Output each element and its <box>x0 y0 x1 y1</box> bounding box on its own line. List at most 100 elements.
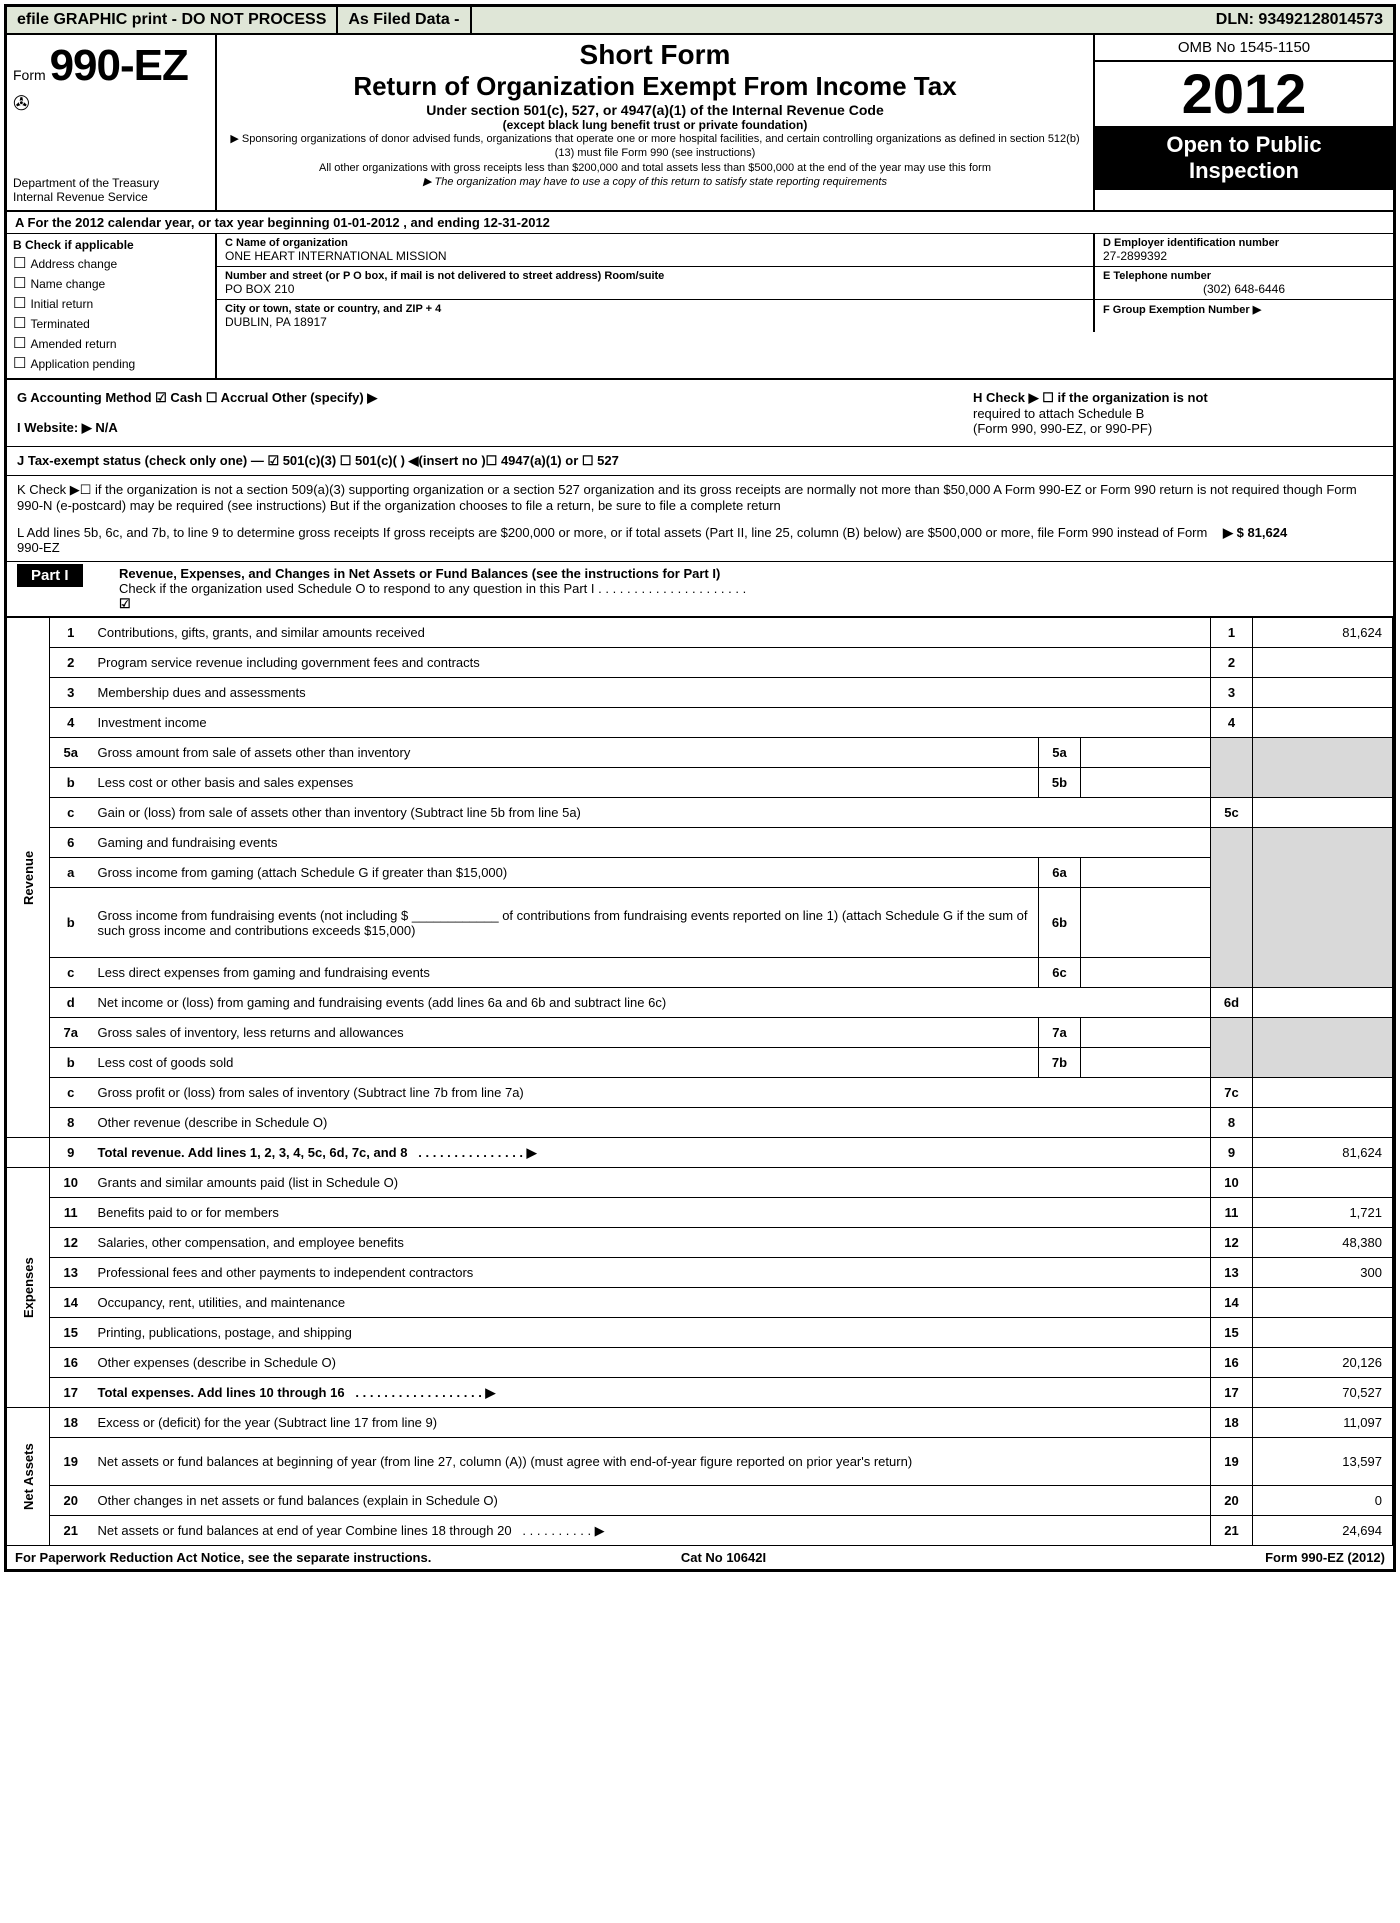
chk-amended[interactable]: Amended return <box>13 334 209 352</box>
l14-no: 14 <box>50 1288 92 1318</box>
topbar-left: efile GRAPHIC print - DO NOT PROCESS As … <box>7 7 472 33</box>
l14-desc: Occupancy, rent, utilities, and maintena… <box>92 1288 1211 1318</box>
shade-7v <box>1253 1018 1393 1078</box>
l7b-desc: Less cost of goods sold <box>92 1048 1039 1078</box>
footer: For Paperwork Reduction Act Notice, see … <box>7 1546 1393 1569</box>
l6b-subval <box>1081 888 1211 958</box>
org-addr: PO BOX 210 <box>225 282 1085 296</box>
open-public: Open to Public Inspection <box>1095 126 1393 190</box>
chk-pending[interactable]: Application pending <box>13 354 209 372</box>
dln-label: DLN: 93492128014573 <box>1206 7 1393 33</box>
part1-check-text: Check if the organization used Schedule … <box>119 581 746 596</box>
l6d-num: 6d <box>1211 988 1253 1018</box>
l5a-desc: Gross amount from sale of assets other t… <box>92 738 1039 768</box>
l5a-no: 5a <box>50 738 92 768</box>
l10-val <box>1253 1168 1393 1198</box>
h-line1: H Check ▶ ☐ if the organization is not <box>973 390 1383 406</box>
l12-num: 12 <box>1211 1228 1253 1258</box>
city-label: City or town, state or country, and ZIP … <box>225 303 1085 315</box>
l7c-no: c <box>50 1078 92 1108</box>
l12-no: 12 <box>50 1228 92 1258</box>
l5b-desc: Less cost or other basis and sales expen… <box>92 768 1039 798</box>
d-label: D Employer identification number <box>1103 237 1385 249</box>
l12-val: 48,380 <box>1253 1228 1393 1258</box>
header-center: Short Form Return of Organization Exempt… <box>217 35 1093 210</box>
chk-terminated[interactable]: Terminated <box>13 314 209 332</box>
l6d-val <box>1253 988 1393 1018</box>
l18-desc: Excess or (deficit) for the year (Subtra… <box>92 1408 1211 1438</box>
chk-initial-return[interactable]: Initial return <box>13 294 209 312</box>
l16-desc: Other expenses (describe in Schedule O) <box>92 1348 1211 1378</box>
ein: 27-2899392 <box>1103 249 1385 263</box>
l7c-val <box>1253 1078 1393 1108</box>
l13-no: 13 <box>50 1258 92 1288</box>
l7a-sub: 7a <box>1039 1018 1081 1048</box>
l6c-desc: Less direct expenses from gaming and fun… <box>92 958 1039 988</box>
website-line: I Website: ▶ N/A <box>17 420 953 436</box>
l15-no: 15 <box>50 1318 92 1348</box>
accounting-method: G Accounting Method ☑ Cash ☐ Accrual Oth… <box>17 390 953 406</box>
part1-tag: Part I <box>17 564 83 587</box>
part1-table: Revenue 1 Contributions, gifts, grants, … <box>7 617 1393 1546</box>
addr-label: Number and street (or P O box, if mail i… <box>225 270 1085 282</box>
short-form-label: Short Form <box>225 39 1085 71</box>
l9-val: 81,624 <box>1253 1138 1393 1168</box>
shade-7 <box>1211 1018 1253 1078</box>
footer-right: Form 990-EZ (2012) <box>1265 1550 1385 1565</box>
l13-val: 300 <box>1253 1258 1393 1288</box>
c-label: C Name of organization <box>225 237 1085 249</box>
chk-name-change[interactable]: Name change <box>13 274 209 292</box>
l8-num: 8 <box>1211 1108 1253 1138</box>
header: Form 990-EZ ✇ Department of the Treasury… <box>7 35 1393 212</box>
vlabel-netassets: Net Assets <box>7 1408 50 1546</box>
l19-no: 19 <box>50 1438 92 1486</box>
l3-no: 3 <box>50 678 92 708</box>
l14-num: 14 <box>1211 1288 1253 1318</box>
l11-desc: Benefits paid to or for members <box>92 1198 1211 1228</box>
chk-address-change[interactable]: Address change <box>13 254 209 272</box>
f-label: F Group Exemption Number ▶ <box>1103 303 1385 316</box>
l3-desc: Membership dues and assessments <box>92 678 1211 708</box>
l3-val <box>1253 678 1393 708</box>
dept-treasury: Department of the Treasury <box>13 176 209 190</box>
l17-num: 17 <box>1211 1378 1253 1408</box>
l6c-no: c <box>50 958 92 988</box>
l2-desc: Program service revenue including govern… <box>92 648 1211 678</box>
l15-num: 15 <box>1211 1318 1253 1348</box>
org-city: DUBLIN, PA 18917 <box>225 315 1085 329</box>
l6b-sub: 6b <box>1039 888 1081 958</box>
footer-left: For Paperwork Reduction Act Notice, see … <box>15 1550 431 1565</box>
l11-no: 11 <box>50 1198 92 1228</box>
box-b: B Check if applicable Address change Nam… <box>7 234 217 378</box>
shade-5 <box>1211 738 1253 798</box>
omb-number: OMB No 1545-1150 <box>1095 35 1393 62</box>
l-line: L Add lines 5b, 6c, and 7b, to line 9 to… <box>17 525 1223 555</box>
h-line2: required to attach Schedule B <box>973 406 1383 421</box>
l8-no: 8 <box>50 1108 92 1138</box>
part1-checkbox[interactable]: ☑ <box>119 596 131 611</box>
l15-val <box>1253 1318 1393 1348</box>
l4-num: 4 <box>1211 708 1253 738</box>
l8-desc: Other revenue (describe in Schedule O) <box>92 1108 1211 1138</box>
l13-desc: Professional fees and other payments to … <box>92 1258 1211 1288</box>
form-note1: ▶ Sponsoring organizations of donor advi… <box>225 132 1085 161</box>
l5b-sub: 5b <box>1039 768 1081 798</box>
l15-desc: Printing, publications, postage, and shi… <box>92 1318 1211 1348</box>
l16-num: 16 <box>1211 1348 1253 1378</box>
header-left: Form 990-EZ ✇ Department of the Treasury… <box>7 35 217 210</box>
l21-val: 24,694 <box>1253 1516 1393 1546</box>
l6d-no: d <box>50 988 92 1018</box>
l3-num: 3 <box>1211 678 1253 708</box>
l6a-sub: 6a <box>1039 858 1081 888</box>
open-line1: Open to Public <box>1101 132 1387 158</box>
phone: (302) 648-6446 <box>1103 282 1385 296</box>
org-name: ONE HEART INTERNATIONAL MISSION <box>225 249 1085 263</box>
l1-desc: Contributions, gifts, grants, and simila… <box>92 618 1211 648</box>
efile-label: efile GRAPHIC print - DO NOT PROCESS <box>7 7 338 33</box>
form-title: Return of Organization Exempt From Incom… <box>225 71 1085 102</box>
l13-num: 13 <box>1211 1258 1253 1288</box>
shade-6 <box>1211 828 1253 988</box>
l6-desc: Gaming and fundraising events <box>92 828 1211 858</box>
l20-num: 20 <box>1211 1486 1253 1516</box>
asfiled-label: As Filed Data - <box>338 7 471 33</box>
